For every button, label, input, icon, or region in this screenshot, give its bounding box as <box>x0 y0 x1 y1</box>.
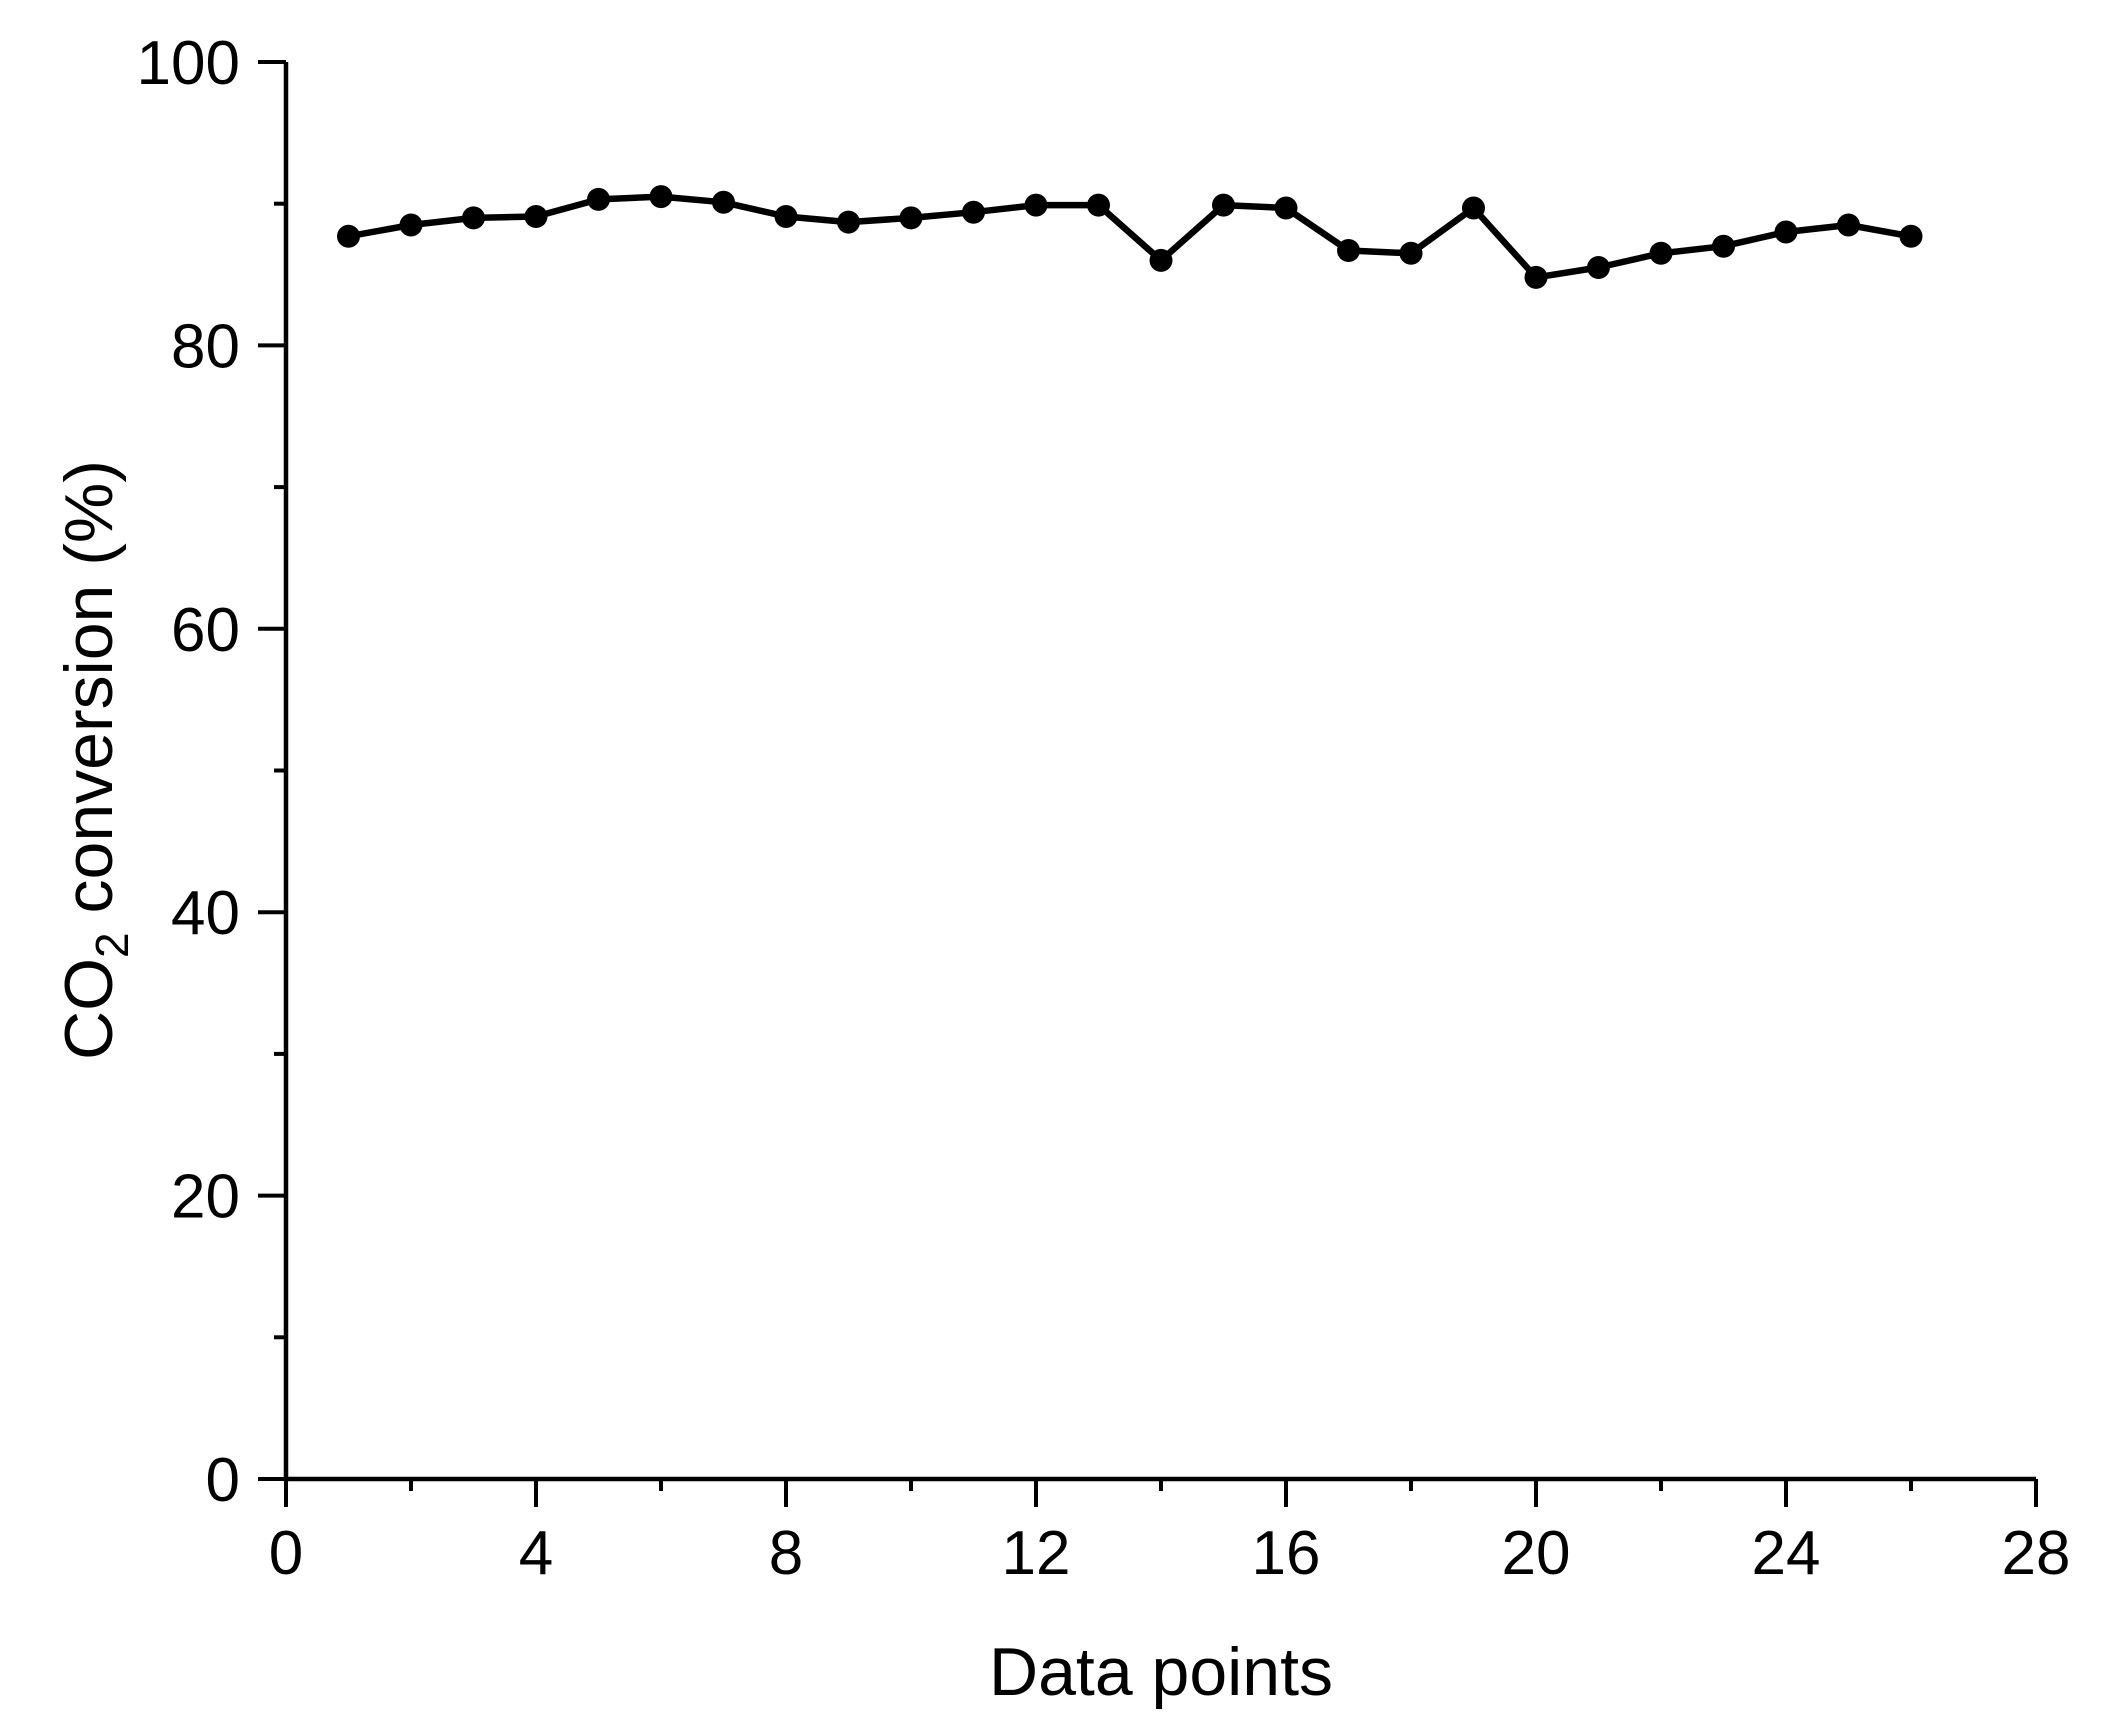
data-point-marker <box>399 213 423 237</box>
x-tick-label: 12 <box>1002 1519 1071 1588</box>
y-tick-label: 20 <box>171 1163 240 1232</box>
data-point-marker <box>837 210 860 234</box>
data-point-marker <box>1462 196 1485 220</box>
data-point-marker <box>962 200 985 224</box>
x-axis-title: Data points <box>989 1634 1333 1710</box>
data-point-marker <box>899 206 923 230</box>
data-point-marker <box>1587 256 1610 279</box>
data-series-line <box>347 193 1912 281</box>
x-tick-label: 0 <box>269 1519 303 1588</box>
data-point-marker <box>1274 196 1298 220</box>
data-point-marker <box>1087 193 1110 217</box>
data-point-marker <box>1212 193 1235 217</box>
data-point-marker <box>1649 241 1673 265</box>
y-tick-label: 40 <box>171 879 240 948</box>
data-point-marker <box>774 205 798 228</box>
x-tick-label: 16 <box>1252 1519 1321 1588</box>
x-tick-label: 28 <box>2002 1519 2071 1588</box>
data-point-marker <box>1024 193 1048 217</box>
data-point-marker <box>462 206 485 230</box>
data-point-marker <box>1837 213 1860 237</box>
data-point-marker <box>1712 234 1735 258</box>
data-point-marker <box>1337 239 1360 262</box>
y-tick-label: 60 <box>171 596 240 665</box>
data-point-marker <box>1399 241 1423 265</box>
y-axis-title: CO2 conversion (%) <box>51 460 138 1060</box>
x-tick-label: 24 <box>1752 1519 1821 1588</box>
x-tick-label: 4 <box>519 1519 553 1588</box>
data-point-marker <box>337 224 360 248</box>
data-point-marker <box>1899 224 1923 248</box>
x-tick-label: 8 <box>769 1519 803 1588</box>
data-point-marker <box>1149 248 1173 272</box>
data-point-marker <box>524 205 548 228</box>
y-tick-label: 80 <box>171 312 240 381</box>
y-tick-label: 0 <box>206 1446 240 1515</box>
data-point-marker <box>587 187 610 211</box>
data-point-marker <box>649 185 673 209</box>
y-tick-label: 100 <box>137 29 240 98</box>
data-point-marker <box>712 190 735 214</box>
data-point-marker <box>1774 220 1798 244</box>
data-point-marker <box>1524 265 1548 289</box>
x-tick-label: 20 <box>1502 1519 1571 1588</box>
